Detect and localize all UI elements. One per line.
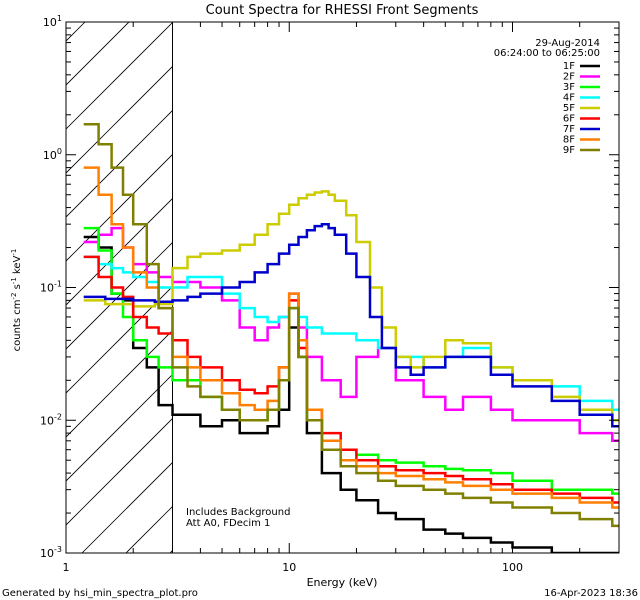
note-background: Includes Background <box>186 507 290 518</box>
x-tick-label: 1 <box>63 561 70 574</box>
hatch-line <box>66 65 173 174</box>
x-tick-label: 100 <box>502 561 523 574</box>
y-tick-label: 10-1 <box>40 280 62 295</box>
hatch-line <box>66 197 173 306</box>
series-6F <box>83 255 619 504</box>
hatch-line <box>66 373 173 482</box>
hatch-line <box>66 417 173 526</box>
excluded-energy-region <box>66 22 640 553</box>
legend-label-5F: 5F <box>563 103 575 114</box>
time-range-label: 06:24:00 to 06:25:00 <box>494 48 600 59</box>
y-tick-label: 10-2 <box>40 412 62 427</box>
legend-label-8F: 8F <box>563 135 575 146</box>
series-3F <box>83 226 619 495</box>
hatch-line <box>66 109 173 218</box>
legend-label-7F: 7F <box>563 124 575 135</box>
date-label: 29-Aug-2014 <box>535 38 600 49</box>
footer-timestamp: 16-Apr-2023 18:36 <box>544 588 638 599</box>
chart-title: Count Spectra for RHESSI Front Segments <box>206 3 479 18</box>
y-axis-label: counts cm-2 s-1 keV-1 <box>10 249 23 352</box>
series-1F <box>83 235 619 553</box>
y-tick-label: 100 <box>43 147 62 162</box>
hatch-line <box>66 241 173 350</box>
hatch-line <box>66 22 173 130</box>
series-layer <box>83 122 619 553</box>
legend-label-4F: 4F <box>563 93 575 104</box>
y-tick-label: 101 <box>43 14 62 29</box>
y-tick-label: 10-3 <box>40 545 62 560</box>
legend-label-2F: 2F <box>563 72 575 83</box>
axis-ticks <box>65 22 620 554</box>
series-5F <box>83 190 619 422</box>
x-tick-label: 10 <box>282 561 296 574</box>
legend-label-3F: 3F <box>563 82 575 93</box>
series-7F <box>83 222 619 428</box>
x-axis-label: Energy (keV) <box>307 576 378 589</box>
legend-label-9F: 9F <box>563 145 575 156</box>
note-attenuator: Att A0, FDecim 1 <box>186 518 270 529</box>
series-8F <box>83 166 619 509</box>
legend-label-6F: 6F <box>563 114 575 125</box>
series-9F <box>83 122 619 528</box>
hatch-line <box>258 22 640 553</box>
axis-tick-labels: 1 10 100 10-3 10-2 10-1 100 101 <box>40 14 523 574</box>
hatch-line <box>81 461 173 553</box>
footer-generated-by: Generated by hsi_min_spectra_plot.pro <box>2 588 198 599</box>
legend-label-1F: 1F <box>563 61 575 72</box>
